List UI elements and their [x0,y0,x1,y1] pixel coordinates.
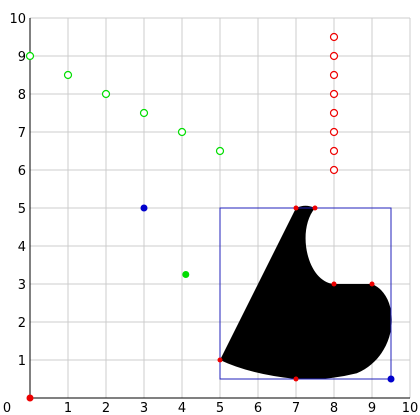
hollow-red-point [329,51,339,61]
y-tick-label: 6 [18,164,26,179]
x-tick-label: 0 [3,401,11,415]
y-tick-label: 1 [18,354,26,369]
x-tick-label: 6 [254,401,262,415]
filled-green-point [182,271,190,278]
x-tick-label: 3 [140,401,148,415]
bounding-rectangle [219,207,392,380]
hollow-green-point [25,51,35,61]
filled-red-point [26,394,34,402]
x-tick-label: 5 [216,401,224,415]
filled-shape [220,205,392,380]
hollow-green-point [215,146,225,156]
hollow-green-point [139,108,149,118]
x-tick-label: 1 [64,401,72,415]
x-tick-label: 10 [402,401,419,415]
tick-labels: 0 1 2 3 4 5 6 7 8 9 10 1 2 3 4 5 6 7 8 9 10 [3,12,418,415]
hollow-red-point [329,89,339,99]
hollow-green-point [101,89,111,99]
vertex-marker [331,281,337,287]
filled-blue-point [387,375,395,383]
y-tick-label: 5 [18,202,26,217]
hollow-red-point [329,146,339,156]
x-tick-label: 4 [178,401,186,415]
hollow-red-point [329,32,339,42]
hollow-red-point [329,127,339,137]
y-tick-label: 4 [18,240,26,255]
vertex-marker [369,281,375,287]
y-tick-label: 7 [18,126,26,141]
x-tick-label: 9 [368,401,376,415]
y-tick-label: 8 [18,88,26,103]
y-tick-label: 9 [18,50,26,65]
vertex-marker [312,205,318,211]
x-tick-label: 2 [102,401,110,415]
vertex-marker [217,357,223,363]
hollow-red-point [329,165,339,175]
axes [29,18,410,399]
hollow-red-point [329,108,339,118]
y-tick-label: 3 [18,278,26,293]
vertex-marker [293,376,299,382]
filled-blue-point [140,204,148,212]
y-tick-label: 2 [18,316,26,331]
marks-layer [25,32,395,402]
vertex-marker [293,205,299,211]
shapes-layer [219,205,392,380]
y-tick-label: 10 [9,12,26,27]
hollow-green-point [63,70,73,80]
hollow-red-point [329,70,339,80]
x-tick-label: 7 [292,401,300,415]
hollow-green-point [177,127,187,137]
x-tick-label: 8 [330,401,338,415]
